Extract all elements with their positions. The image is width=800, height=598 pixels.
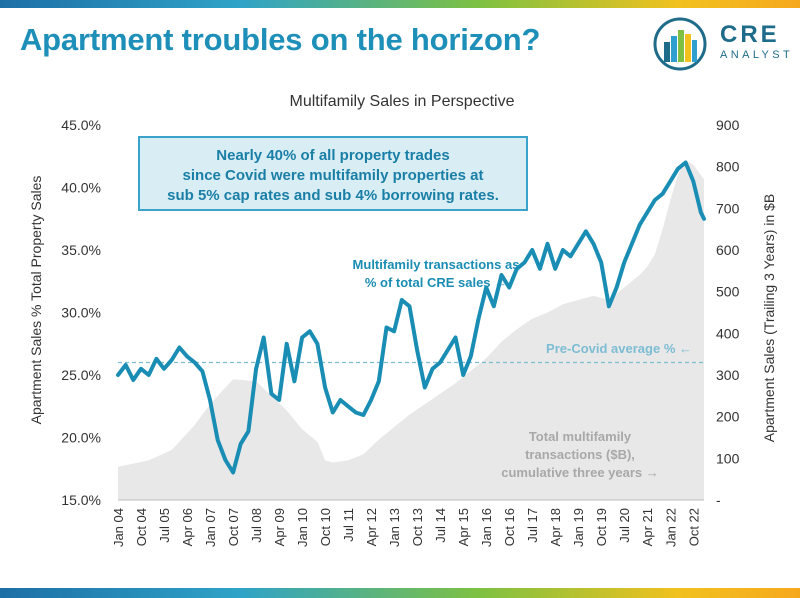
- x-tick-label: Jan 16: [479, 508, 494, 547]
- cre-analyst-logo: CRE ANALYST: [652, 16, 792, 72]
- x-tick-label: Oct 10: [318, 508, 333, 546]
- y2-tick-label: 800: [716, 159, 740, 175]
- x-tick-label: Apr 06: [180, 508, 195, 546]
- x-tick-label: Oct 13: [410, 508, 425, 546]
- x-tick-label: Oct 04: [134, 508, 149, 546]
- x-tick-label: Jul 20: [617, 508, 632, 543]
- x-tick-label: Jul 14: [433, 508, 448, 543]
- area-label-line-1: Total multifamily: [529, 429, 632, 444]
- y-tick-label: 35.0%: [61, 242, 101, 258]
- logo-tagline: ANALYST: [720, 49, 794, 61]
- reference-label: Pre-Covid average % ←: [546, 341, 692, 356]
- y2-tick-label: 300: [716, 367, 740, 383]
- x-tick-label: Apr 15: [456, 508, 471, 546]
- y2-tick-label: 500: [716, 284, 740, 300]
- y-tick-label: 30.0%: [61, 305, 101, 321]
- chart-title: Multifamily Sales in Perspective: [290, 93, 515, 110]
- y2-axis-label: Apartment Sales (Trailing 3 Years) in $B: [761, 194, 777, 443]
- y2-tick-label: 900: [716, 117, 740, 133]
- x-tick-label: Apr 12: [364, 508, 379, 546]
- x-tick-label: Oct 16: [502, 508, 517, 546]
- x-tick-label: Jan 19: [571, 508, 586, 547]
- series-label-line-2: % of total CRE sales ←: [365, 275, 507, 290]
- axes-layer: 15.0% 20.0% 25.0% 30.0% 35.0% 40.0% 45.0% - 100 2…: [61, 117, 739, 547]
- top-gradient-bar: [0, 0, 800, 8]
- logo-icon: [653, 17, 707, 71]
- x-tick-label: Oct 07: [226, 508, 241, 546]
- svg-text:Nearly 40% of all property tra: Nearly 40% of all property trades since C…: [167, 147, 499, 204]
- page-title: Apartment troubles on the horizon?: [20, 22, 541, 57]
- logo-name: CRE: [720, 21, 780, 48]
- y-tick-label: 15.0%: [61, 492, 101, 508]
- x-tick-label: Jan 04: [111, 508, 126, 547]
- x-tick-label: Apr 21: [640, 508, 655, 546]
- x-tick-label: Jan 13: [387, 508, 402, 547]
- x-tick-label: Oct 22: [686, 508, 701, 546]
- x-tick-label: Jan 22: [663, 508, 678, 547]
- callout-line: sub 5% cap rates and sub 4% borrowing ra…: [167, 187, 499, 204]
- y2-tick-label: -: [716, 492, 721, 508]
- y2-tick-label: 200: [716, 409, 740, 425]
- y-tick-label: 45.0%: [61, 117, 101, 133]
- x-tick-label: Apr 09: [272, 508, 287, 546]
- y2-tick-label: 400: [716, 325, 740, 341]
- callout-line: since Covid were multifamily properties …: [183, 167, 484, 184]
- bottom-gradient-bar: [0, 588, 800, 598]
- line-layer: [116, 160, 706, 475]
- callout-box: Nearly 40% of all property trades since C…: [138, 136, 528, 211]
- area-layer: [118, 160, 704, 500]
- series-label-line-1: Multifamily transactions as: [353, 257, 520, 272]
- y-tick-label: 40.0%: [61, 180, 101, 196]
- series-area-total-transactions: [118, 160, 704, 500]
- x-tick-label: Jul 05: [157, 508, 172, 543]
- series-line-multifamily-share: [116, 160, 706, 475]
- y-tick-label: 25.0%: [61, 367, 101, 383]
- area-label-line-3: cumulative three years →: [501, 465, 659, 480]
- x-tick-label: Apr 18: [548, 508, 563, 546]
- x-tick-label: Jul 17: [525, 508, 540, 543]
- y2-tick-label: 600: [716, 242, 740, 258]
- y2-tick-label: 100: [716, 450, 740, 466]
- x-tick-label: Jan 10: [295, 508, 310, 547]
- y-axis-label: Apartment Sales % Total Property Sales: [28, 176, 44, 425]
- y2-tick-label: 700: [716, 200, 740, 216]
- x-tick-label: Jul 11: [341, 508, 356, 542]
- x-tick-label: Jul 08: [249, 508, 264, 543]
- x-tick-label: Oct 19: [594, 508, 609, 546]
- callout-line: Nearly 40% of all property trades: [216, 147, 449, 164]
- y-tick-label: 20.0%: [61, 430, 101, 446]
- area-label-line-2: transactions ($B),: [525, 447, 635, 462]
- x-tick-label: Jan 07: [203, 508, 218, 547]
